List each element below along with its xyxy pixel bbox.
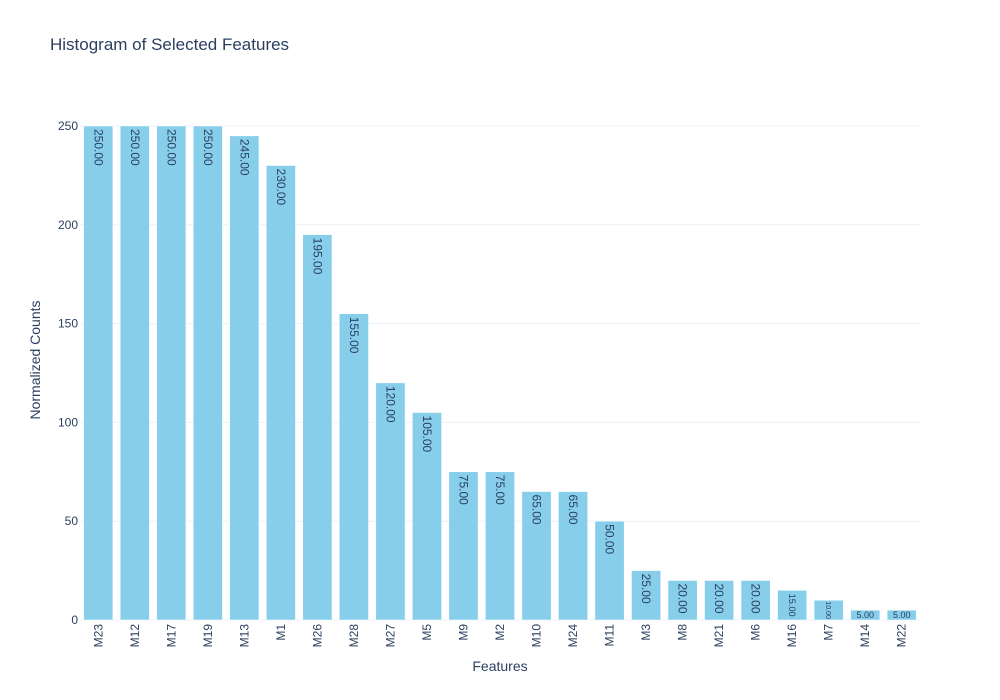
data-label-M11: 50.00 [603, 524, 617, 554]
x-tick-label: M6 [749, 624, 763, 641]
data-label-M23: 250.00 [91, 129, 105, 166]
x-tick-label: M11 [603, 624, 617, 647]
chart-title: Histogram of Selected Features [50, 35, 289, 54]
bar-M5 [412, 412, 442, 621]
y-tick-label: 50 [65, 514, 79, 528]
x-tick-label: M14 [858, 624, 872, 648]
bars [83, 125, 917, 621]
y-tick-label: 200 [58, 218, 78, 232]
bar-M26 [302, 234, 333, 621]
bar-M10 [521, 491, 552, 621]
x-tick-label: M9 [456, 624, 470, 641]
bar-M17 [156, 125, 187, 621]
data-label-M22: 5.00 [893, 610, 911, 620]
bar-M21 [704, 580, 734, 621]
data-label-M28: 155.00 [347, 317, 361, 354]
data-label-M21: 20.00 [712, 583, 726, 613]
x-tick-label: M24 [566, 624, 580, 648]
x-tick-label: M12 [128, 624, 142, 648]
data-label-M13: 245.00 [237, 139, 251, 176]
x-tick-label: M1 [274, 624, 288, 641]
data-label-M10: 65.00 [530, 495, 544, 525]
bar-M11 [594, 520, 625, 621]
x-tick-label: M7 [822, 624, 836, 641]
data-label-M27: 120.00 [383, 386, 397, 423]
bar-M2 [485, 471, 515, 621]
data-label-M5: 105.00 [420, 416, 434, 453]
data-label-M19: 250.00 [201, 129, 215, 166]
y-axis-title: Normalized Counts [27, 300, 43, 419]
bar-M19 [192, 125, 223, 621]
data-label-M9: 75.00 [456, 475, 470, 505]
x-tick-label: M19 [201, 624, 215, 648]
x-tick-label: M13 [237, 624, 251, 648]
x-tick-label: M17 [164, 624, 178, 648]
y-tick-label: 250 [58, 119, 78, 133]
x-axis-title: Features [472, 658, 527, 674]
data-label-M2: 75.00 [493, 475, 507, 505]
bar-M9 [448, 471, 479, 621]
data-label-M26: 195.00 [310, 238, 324, 275]
bar-M8 [667, 580, 698, 621]
data-label-M7: 10.00 [824, 601, 831, 619]
x-tick-label: M28 [347, 624, 361, 648]
y-tick-label: 150 [58, 317, 78, 331]
bar-M1 [266, 165, 296, 621]
data-label-M3: 25.00 [639, 574, 653, 604]
x-axis-ticks: M23 M12 M17 M19 M13 M1 M26 M28 M27 M5 M9 M2 M10 M24 M1… [91, 624, 908, 648]
x-tick-label: M16 [785, 624, 799, 648]
x-tick-label: M3 [639, 624, 653, 641]
x-tick-label: M2 [493, 624, 507, 641]
data-label-M24: 65.00 [566, 495, 580, 525]
data-label-M6: 20.00 [749, 583, 763, 613]
x-tick-label: M22 [895, 624, 909, 648]
bar-M7 [813, 599, 844, 621]
x-tick-label: M8 [676, 624, 690, 641]
data-label-M8: 20.00 [676, 583, 690, 613]
bar-M27 [375, 382, 406, 621]
bar-M28 [339, 313, 369, 621]
y-tick-label: 100 [58, 415, 78, 429]
data-label-M17: 250.00 [164, 129, 178, 166]
data-labels: 250.00 250.00 250.00 250.00 245.00 230.00 195.… [91, 129, 910, 620]
bar-M6 [740, 580, 771, 621]
data-label-M1: 230.00 [274, 169, 288, 206]
x-tick-label: M26 [310, 624, 324, 648]
data-label-M12: 250.00 [128, 129, 142, 166]
x-tick-label: M23 [91, 624, 105, 648]
data-label-M14: 5.00 [856, 610, 874, 620]
bar-M23 [83, 125, 114, 621]
x-tick-label: M10 [530, 624, 544, 648]
y-tick-label: 0 [71, 613, 78, 627]
x-tick-label: M5 [420, 624, 434, 641]
bar-M24 [558, 491, 588, 621]
x-tick-label: M27 [383, 624, 397, 648]
data-label-M16: 15.00 [787, 594, 797, 617]
bar-M3 [631, 570, 661, 621]
bar-M22 [886, 609, 917, 621]
bar-M13 [229, 135, 260, 621]
bar-M12 [119, 125, 150, 621]
x-tick-label: M21 [712, 624, 726, 648]
bar-M16 [777, 590, 808, 621]
y-axis-ticks: 0 50 100 150 200 250 [58, 119, 78, 627]
bar-M14 [850, 609, 881, 621]
